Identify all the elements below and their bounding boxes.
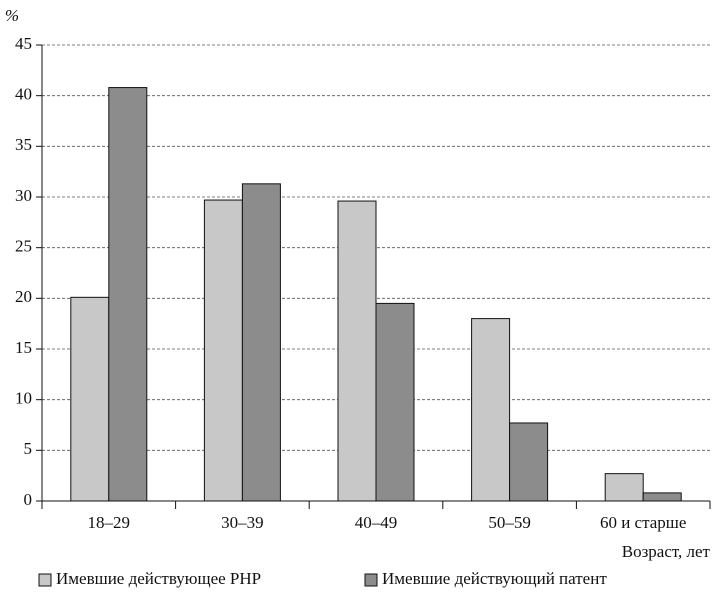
x-tick-label: 40–49 <box>355 513 398 532</box>
x-tick-label: 18–29 <box>88 513 131 532</box>
bar <box>203 199 243 502</box>
legend-swatch <box>364 573 378 587</box>
legend-swatch <box>38 573 52 587</box>
y-tick-label: 20 <box>15 287 32 306</box>
y-tick-label: 15 <box>15 338 32 357</box>
legend-label: Имевшие действующее РНР <box>56 569 261 588</box>
y-tick-label: 45 <box>15 34 32 53</box>
bar <box>241 183 281 502</box>
y-tick-label: 40 <box>15 85 32 104</box>
y-tick-label: 25 <box>15 237 32 256</box>
y-tick-label: 0 <box>24 490 33 509</box>
x-tick-label: 60 и старше <box>600 513 686 532</box>
bar <box>70 296 110 502</box>
x-tick-label: 30–39 <box>221 513 264 532</box>
y-tick-label: 35 <box>15 135 32 154</box>
bar <box>471 318 511 502</box>
bar <box>337 200 377 502</box>
legend-label: Имевшие действующий патент <box>382 569 607 588</box>
x-axis-label: Возраст, лет <box>622 542 711 561</box>
bar <box>108 87 148 502</box>
bar <box>642 492 682 502</box>
y-tick-label: 30 <box>15 186 32 205</box>
x-tick-label: 50–59 <box>488 513 531 532</box>
bar <box>375 302 415 502</box>
y-tick-label: 10 <box>15 389 32 408</box>
bar <box>604 473 644 502</box>
y-axis-label: % <box>5 6 19 25</box>
y-tick-label: 5 <box>24 439 33 458</box>
bar <box>509 422 549 502</box>
